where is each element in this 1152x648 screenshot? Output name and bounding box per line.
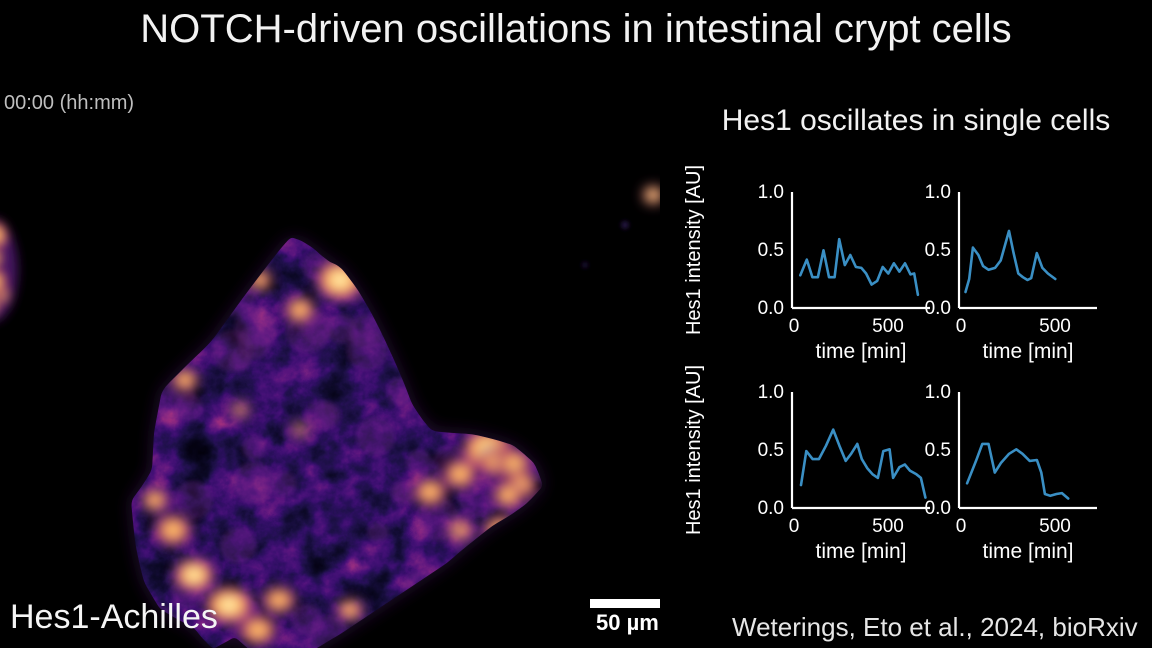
svg-text:0: 0: [956, 516, 967, 537]
svg-text:500: 500: [1039, 516, 1071, 537]
svg-text:0: 0: [789, 516, 800, 537]
svg-text:0.5: 0.5: [925, 240, 951, 261]
svg-text:0.0: 0.0: [758, 298, 784, 319]
svg-text:500: 500: [872, 516, 904, 537]
svg-text:1.0: 1.0: [925, 382, 951, 403]
svg-text:0.5: 0.5: [925, 440, 951, 461]
svg-text:500: 500: [1039, 316, 1071, 337]
svg-text:Hes1 intensity [AU]: Hes1 intensity [AU]: [683, 365, 705, 535]
svg-text:1.0: 1.0: [758, 182, 784, 203]
svg-text:1.0: 1.0: [758, 382, 784, 403]
svg-text:0.0: 0.0: [758, 498, 784, 519]
svg-text:time [min]: time [min]: [815, 340, 906, 363]
svg-text:time [min]: time [min]: [982, 340, 1073, 363]
svg-text:time [min]: time [min]: [815, 540, 906, 563]
svg-text:0: 0: [789, 316, 800, 337]
svg-text:1.0: 1.0: [925, 182, 951, 203]
svg-text:0.5: 0.5: [758, 240, 784, 261]
svg-text:0.5: 0.5: [758, 440, 784, 461]
svg-text:Hes1 oscillates in single cell: Hes1 oscillates in single cells: [722, 104, 1111, 137]
svg-text:500: 500: [872, 316, 904, 337]
svg-text:0: 0: [956, 316, 967, 337]
svg-text:0.0: 0.0: [925, 298, 951, 319]
svg-text:Hes1 intensity [AU]: Hes1 intensity [AU]: [683, 165, 705, 335]
svg-text:time [min]: time [min]: [982, 540, 1073, 563]
svg-text:0.0: 0.0: [925, 498, 951, 519]
